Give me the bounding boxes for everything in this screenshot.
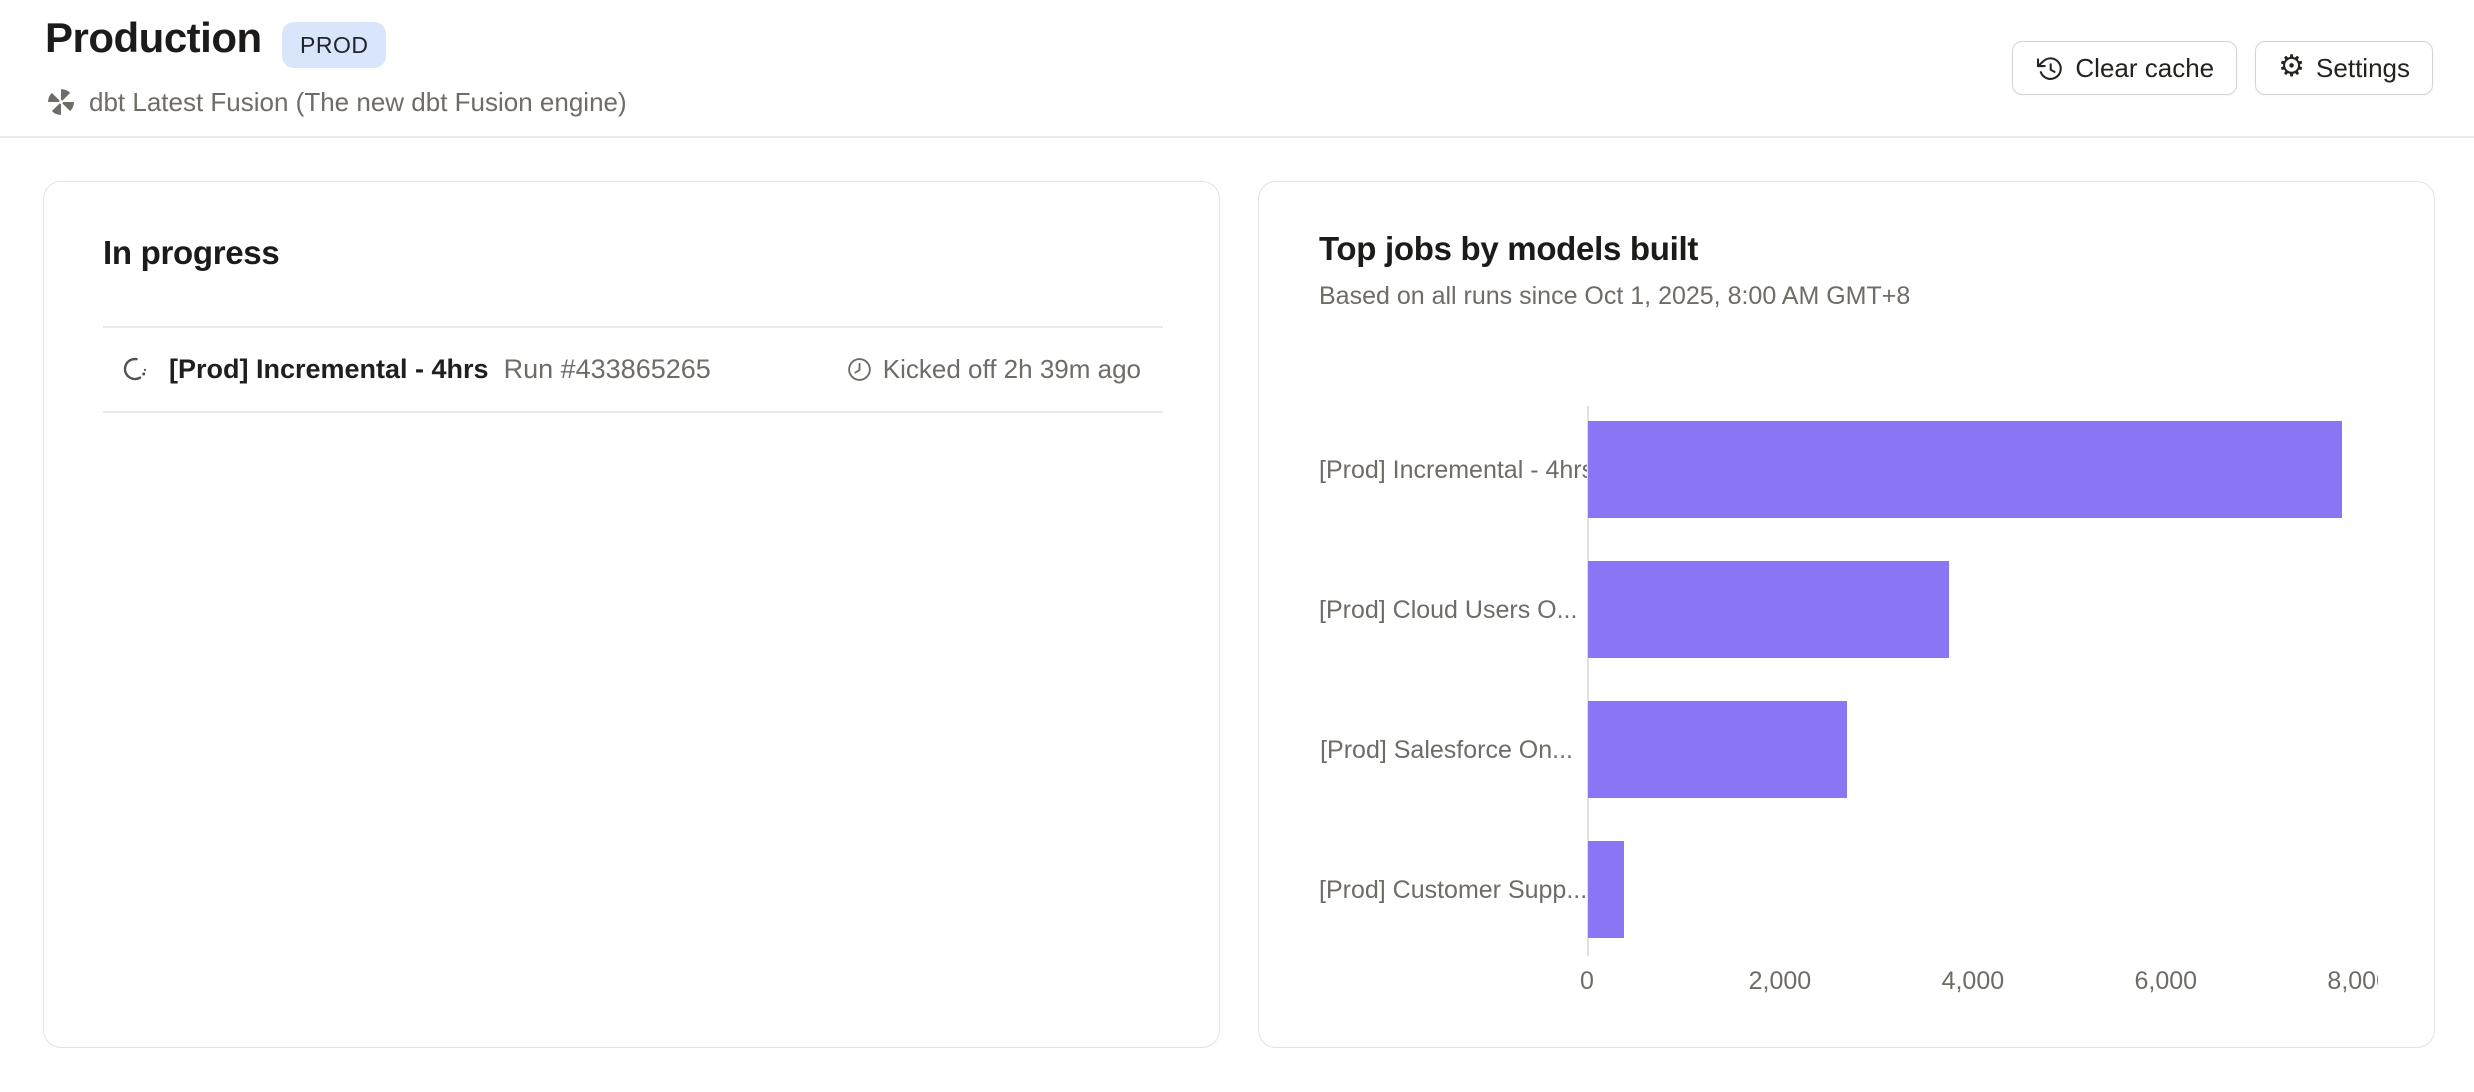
chart-bar[interactable] (1588, 841, 1624, 938)
chart-category-label: [Prod] Cloud Users O... (1319, 595, 1578, 624)
chart-bar[interactable] (1588, 561, 1949, 658)
history-icon (2037, 56, 2063, 80)
chart-category-label: [Prod] Incremental - 4hrs (1319, 455, 1595, 484)
chart-bar[interactable] (1588, 701, 1847, 798)
in-progress-run-row[interactable]: [Prod] Incremental - 4hrs Run #433865265… (103, 327, 1163, 411)
top-jobs-subtitle: Based on all runs since Oct 1, 2025, 8:0… (1319, 282, 1911, 310)
environment-type-badge: PROD (282, 22, 387, 68)
clear-cache-label: Clear cache (2075, 52, 2215, 83)
chart-category-label: [Prod] Salesforce On... (1320, 735, 1573, 764)
axis-tick-label: 2,000 (1748, 967, 1812, 995)
gear-icon: ⚙ (2278, 50, 2306, 83)
page-title: Production (45, 14, 262, 61)
dbt-fusion-logo-icon (48, 89, 74, 115)
chart-category-label: [Prod] Customer Supp... (1319, 875, 1588, 904)
row-divider (103, 326, 1163, 328)
kicked-off-status: Kicked off 2h 39m ago (846, 354, 1141, 385)
bar-chart (1588, 421, 2379, 981)
row-divider (103, 411, 1163, 413)
clear-cache-button[interactable]: Clear cache (2012, 41, 2238, 95)
chart-x-axis: 0 2,000 4,000 6,000 8,000 (1547, 967, 2378, 1007)
axis-tick-label: 6,000 (2134, 967, 2198, 995)
axis-tick-label: 8,000 (2327, 967, 2378, 995)
chart-axis-line (1587, 406, 1589, 956)
chart-bar[interactable] (1588, 421, 2342, 518)
axis-tick-label: 0 (1580, 967, 1594, 995)
settings-label: Settings (2316, 52, 2410, 83)
settings-button[interactable]: ⚙ Settings (2255, 41, 2433, 95)
header-actions: Clear cache ⚙ Settings (2012, 41, 2433, 95)
spinner-icon (121, 355, 149, 383)
header-divider (0, 136, 2474, 138)
job-name-link[interactable]: [Prod] Incremental - 4hrs (169, 353, 489, 384)
engine-subtitle-text: dbt Latest Fusion (The new dbt Fusion en… (89, 86, 627, 117)
run-number-link[interactable]: Run #433865265 (503, 353, 711, 384)
engine-subtitle: dbt Latest Fusion (The new dbt Fusion en… (45, 86, 627, 118)
clock-icon (847, 357, 871, 381)
top-jobs-title: Top jobs by models built (1319, 230, 1699, 267)
in-progress-title: In progress (103, 234, 280, 271)
in-progress-card: In progress [Prod] Incremental - 4hrs Ru… (43, 181, 1220, 1048)
top-jobs-card: Top jobs by models built Based on all ru… (1258, 181, 2435, 1048)
axis-tick-label: 4,000 (1941, 967, 2005, 995)
kicked-off-text: Kicked off 2h 39m ago (882, 353, 1141, 384)
